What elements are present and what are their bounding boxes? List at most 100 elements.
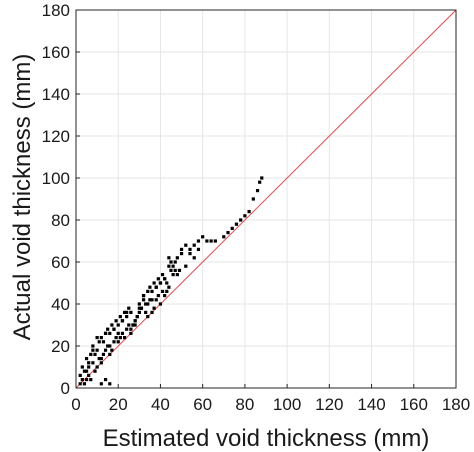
- data-point: [154, 298, 158, 302]
- data-point: [156, 277, 160, 281]
- data-point: [177, 268, 182, 272]
- y-tick-label: 180: [42, 1, 70, 20]
- axes-frame: [75, 9, 457, 389]
- data-point: [175, 273, 179, 277]
- data-point: [114, 336, 118, 340]
- data-point: [87, 373, 91, 377]
- data-point: [91, 344, 95, 348]
- data-point: [91, 361, 95, 365]
- data-point: [146, 289, 150, 293]
- y-axis-label: Actual void thickness (mm): [9, 54, 36, 341]
- data-point: [260, 176, 264, 180]
- data-point: [160, 289, 165, 293]
- data-point: [108, 344, 112, 348]
- data-point: [171, 273, 175, 277]
- data-point: [160, 273, 165, 277]
- x-tick-labels: 0 20 40 60 80 100 120 140 160 180: [71, 395, 470, 414]
- data-point: [129, 327, 133, 331]
- data-point: [152, 306, 156, 310]
- data-point: [95, 336, 99, 340]
- x-tick-label: 80: [235, 395, 254, 414]
- data-point: [116, 331, 120, 335]
- data-point: [129, 310, 133, 314]
- data-point: [201, 235, 205, 239]
- data-point: [108, 352, 112, 356]
- y-tick-label: 120: [42, 127, 70, 146]
- data-point: [127, 323, 131, 327]
- data-point: [99, 382, 103, 386]
- data-point: [120, 319, 125, 323]
- data-point: [165, 281, 169, 285]
- data-point: [192, 243, 196, 247]
- data-point: [91, 348, 95, 352]
- data-point: [82, 382, 87, 386]
- data-point: [184, 243, 188, 247]
- data-point: [103, 378, 108, 382]
- data-point: [106, 327, 110, 331]
- data-point: [251, 197, 255, 201]
- data-point: [122, 336, 127, 340]
- data-point: [99, 357, 103, 361]
- data-point: [141, 294, 146, 298]
- y-tick-label: 160: [42, 43, 70, 62]
- data-point: [108, 331, 112, 335]
- data-point: [173, 268, 177, 272]
- data-point: [192, 256, 196, 260]
- data-point: [120, 331, 125, 335]
- data-point: [95, 348, 99, 352]
- data-point: [144, 302, 148, 306]
- data-point: [127, 306, 131, 310]
- data-point: [158, 302, 163, 306]
- data-point: [125, 315, 129, 319]
- data-point: [103, 331, 108, 335]
- data-point: [106, 344, 110, 348]
- x-tick-label: 0: [71, 395, 80, 414]
- data-point: [89, 378, 93, 382]
- data-point: [93, 352, 97, 356]
- x-tick-label: 160: [400, 395, 428, 414]
- data-point: [116, 340, 120, 344]
- data-point: [226, 231, 230, 235]
- data-point: [133, 319, 137, 323]
- x-tick-label: 40: [151, 395, 170, 414]
- data-point: [175, 256, 179, 260]
- data-point: [230, 226, 234, 230]
- data-point: [78, 373, 82, 377]
- data-point: [255, 189, 260, 193]
- y-tick-label: 0: [61, 379, 70, 398]
- data-point: [103, 348, 108, 352]
- plot-frame: [75, 9, 457, 389]
- data-point: [122, 310, 127, 314]
- data-point: [163, 294, 167, 298]
- data-point: [87, 365, 91, 369]
- data-point: [137, 306, 141, 310]
- data-point: [78, 382, 82, 386]
- data-point: [167, 256, 171, 260]
- data-point: [239, 218, 243, 222]
- data-point: [125, 310, 129, 314]
- data-point: [80, 365, 84, 369]
- data-point: [93, 369, 97, 373]
- data-point: [95, 365, 99, 369]
- data-point: [144, 310, 148, 314]
- data-point: [222, 235, 226, 239]
- data-points: [78, 176, 264, 386]
- data-point: [84, 378, 89, 382]
- data-point: [247, 210, 251, 214]
- data-point: [209, 239, 213, 243]
- y-tick-label: 100: [42, 169, 70, 188]
- data-point: [258, 180, 262, 184]
- data-point: [125, 327, 129, 331]
- data-point: [108, 382, 112, 386]
- x-tick-label: 60: [193, 395, 212, 414]
- data-point: [169, 260, 173, 264]
- data-point: [148, 298, 152, 302]
- data-point: [135, 315, 139, 319]
- y-tick-label: 40: [51, 295, 70, 314]
- data-point: [146, 315, 150, 319]
- data-point: [156, 294, 160, 298]
- data-point: [137, 310, 141, 314]
- data-point: [112, 340, 116, 344]
- data-point: [112, 327, 116, 331]
